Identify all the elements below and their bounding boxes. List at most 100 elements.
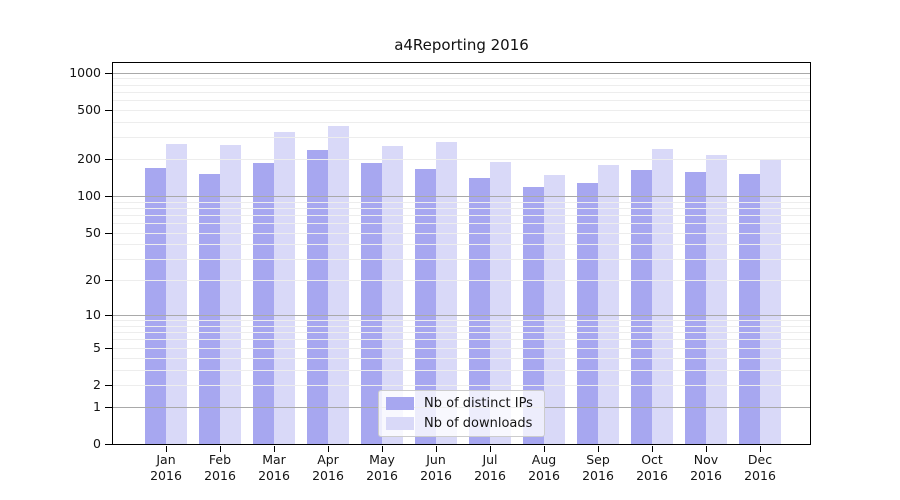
y-tick-1	[105, 406, 112, 408]
gridline-minor-80	[113, 207, 810, 209]
y-tick-20	[105, 280, 112, 282]
x-tick-label-aug: Aug 2016	[516, 452, 572, 484]
x-tick-label-nov: Nov 2016	[678, 452, 734, 484]
gridline-minor-800	[113, 84, 810, 86]
legend: Nb of distinct IPs Nb of downloads	[378, 390, 545, 437]
x-tick-label-dec: Dec 2016	[732, 452, 788, 484]
x-tick-year: 2016	[474, 468, 506, 483]
bar-nb-of-distinct-ips-jan	[145, 167, 166, 444]
x-tick-month: Mar	[262, 452, 286, 467]
x-tick-month: Apr	[317, 452, 339, 467]
x-tick-label-feb: Feb 2016	[192, 452, 248, 484]
x-tick-year: 2016	[744, 468, 776, 483]
x-tick-label-oct: Oct 2016	[624, 452, 680, 484]
bar-nb-of-downloads-nov	[706, 154, 727, 444]
legend-item-nb-of-distinct-ips: Nb of distinct IPs	[386, 396, 537, 411]
x-tick-month: May	[369, 452, 395, 467]
gridline-minor-9	[113, 320, 810, 322]
y-tick-label-20: 20	[85, 272, 101, 288]
x-tick-year: 2016	[258, 468, 290, 483]
legend-label: Nb of downloads	[424, 416, 533, 431]
gridline-minor-600	[113, 100, 810, 102]
bar-nb-of-downloads-apr	[328, 125, 349, 444]
x-tick-year: 2016	[636, 468, 668, 483]
bar-nb-of-distinct-ips-mar	[253, 162, 274, 444]
bar-nb-of-downloads-oct	[652, 149, 673, 444]
x-tick-label-mar: Mar 2016	[246, 452, 302, 484]
legend-swatch-icon	[386, 397, 414, 410]
y-tick-label-1000: 1000	[69, 64, 101, 80]
x-tick-month: Jun	[426, 452, 446, 467]
x-tick-label-sep: Sep 2016	[570, 452, 626, 484]
x-tick-year: 2016	[528, 468, 560, 483]
x-tick-month: Jul	[482, 452, 498, 467]
gridline-minor-4	[113, 357, 810, 359]
y-tick-label-2: 2	[93, 376, 101, 392]
gridline-minor-400	[113, 121, 810, 123]
x-tick-year: 2016	[420, 468, 452, 483]
x-tick-year: 2016	[312, 468, 344, 483]
x-tick-nov	[706, 446, 707, 452]
x-tick-label-apr: Apr 2016	[300, 452, 356, 484]
x-tick-dec	[760, 446, 761, 452]
legend-swatch-icon	[386, 417, 414, 430]
x-tick-month: Jan	[156, 452, 176, 467]
plot-area	[112, 62, 811, 445]
y-tick-label-0: 0	[93, 436, 101, 451]
gridline-minor-700	[113, 91, 810, 93]
bar-nb-of-downloads-sep	[598, 164, 619, 444]
y-tick-label-500: 500	[77, 101, 101, 117]
y-tick-50	[105, 232, 112, 234]
y-tick-label-50: 50	[85, 224, 101, 240]
gridline-minor-20	[113, 280, 810, 282]
y-tick-5	[105, 347, 112, 349]
y-tick-label-10: 10	[85, 307, 101, 323]
bar-nb-of-distinct-ips-oct	[631, 169, 652, 444]
x-tick-label-jun: Jun 2016	[408, 452, 464, 484]
gridline-minor-500	[113, 109, 810, 111]
x-tick-month: Oct	[641, 452, 663, 467]
gridline-minor-7	[113, 332, 810, 334]
x-tick-year: 2016	[204, 468, 236, 483]
x-tick-month: Aug	[531, 452, 557, 467]
gridline-minor-8	[113, 325, 810, 327]
y-tick-500	[105, 109, 112, 111]
bar-nb-of-distinct-ips-jun	[415, 168, 436, 444]
chart-title: a4Reporting 2016	[394, 36, 529, 54]
gridline-minor-900	[113, 78, 810, 80]
x-tick-year: 2016	[690, 468, 722, 483]
gridline-minor-70	[113, 214, 810, 216]
x-tick-jan	[166, 446, 167, 452]
x-tick-month: Nov	[693, 452, 719, 467]
x-tick-month: Feb	[208, 452, 232, 467]
x-tick-oct	[652, 446, 653, 452]
x-tick-may	[382, 446, 383, 452]
y-tick-200	[105, 159, 112, 161]
legend-label: Nb of distinct IPs	[424, 396, 533, 411]
x-tick-jun	[436, 446, 437, 452]
x-tick-mar	[274, 446, 275, 452]
x-tick-month: Sep	[586, 452, 610, 467]
gridline-minor-5	[113, 347, 810, 349]
x-tick-year: 2016	[366, 468, 398, 483]
gridline-minor-50	[113, 232, 810, 234]
bar-nb-of-distinct-ips-nov	[685, 171, 706, 444]
x-tick-year: 2016	[582, 468, 614, 483]
bar-nb-of-downloads-jun	[436, 141, 457, 444]
y-tick-100	[105, 196, 112, 198]
gridline-major-100	[113, 196, 810, 198]
gridline-major-10	[113, 315, 810, 317]
bar-nb-of-downloads-aug	[544, 175, 565, 444]
gridline-minor-300	[113, 137, 810, 139]
bar-nb-of-distinct-ips-dec	[739, 173, 760, 444]
x-tick-sep	[598, 446, 599, 452]
gridline-minor-6	[113, 339, 810, 341]
bar-nb-of-downloads-dec	[760, 158, 781, 444]
y-tick-label-100: 100	[77, 188, 101, 204]
gridline-minor-3	[113, 369, 810, 371]
y-tick-1000	[105, 72, 112, 74]
y-tick-0	[105, 444, 112, 445]
gridline-minor-200	[113, 159, 810, 161]
x-tick-feb	[220, 446, 221, 452]
